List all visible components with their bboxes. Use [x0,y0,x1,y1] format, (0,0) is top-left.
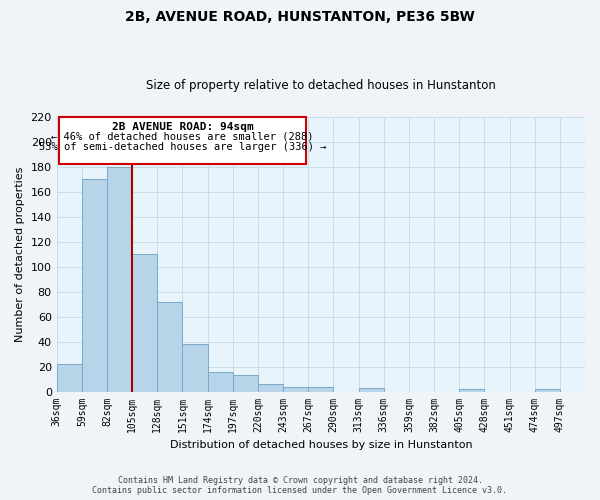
Bar [82,179,107,392]
Bar [535,389,560,392]
Text: 53% of semi-detached houses are larger (336) →: 53% of semi-detached houses are larger (… [39,142,326,152]
Bar [258,384,283,392]
Bar [233,376,258,392]
Bar [208,372,233,392]
Title: Size of property relative to detached houses in Hunstanton: Size of property relative to detached ho… [146,79,496,92]
Text: ← 46% of detached houses are smaller (288): ← 46% of detached houses are smaller (28… [51,132,314,142]
Bar [107,166,132,392]
Bar [182,344,208,392]
Text: 2B, AVENUE ROAD, HUNSTANTON, PE36 5BW: 2B, AVENUE ROAD, HUNSTANTON, PE36 5BW [125,10,475,24]
Bar [459,389,484,392]
Text: 2B AVENUE ROAD: 94sqm: 2B AVENUE ROAD: 94sqm [112,122,253,132]
FancyBboxPatch shape [59,117,306,164]
X-axis label: Distribution of detached houses by size in Hunstanton: Distribution of detached houses by size … [170,440,472,450]
Y-axis label: Number of detached properties: Number of detached properties [15,166,25,342]
Text: Contains HM Land Registry data © Crown copyright and database right 2024.
Contai: Contains HM Land Registry data © Crown c… [92,476,508,495]
Bar [283,386,308,392]
Bar [308,386,334,392]
Bar [132,254,157,392]
Bar [359,388,384,392]
Bar [157,302,182,392]
Bar [56,364,82,392]
